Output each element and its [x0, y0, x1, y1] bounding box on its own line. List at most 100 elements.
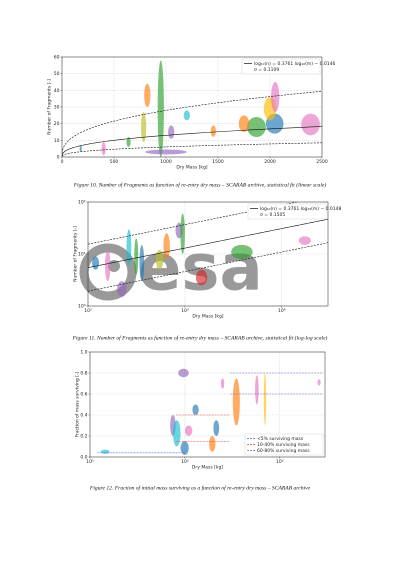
legend-label: 10-40% surviving mass [257, 442, 310, 448]
bubble [126, 229, 132, 266]
plot-area [88, 202, 328, 297]
bubble [247, 117, 266, 137]
y-axis-label: Number of Fragments [-] [47, 79, 53, 135]
legend-label: <5% surviving mass [257, 436, 304, 442]
legend-box [247, 203, 327, 220]
bubble [192, 404, 199, 415]
bubble [134, 238, 139, 275]
bubble [183, 110, 190, 121]
x-axis-label: Dry Mass [kg] [192, 465, 223, 471]
y-tick-label: 0.2 [80, 434, 87, 440]
y-tick-label: 10² [78, 200, 86, 206]
x-tick-label: 10⁴ [278, 308, 286, 314]
bubble [184, 425, 193, 436]
y-tick-label: 40 [54, 88, 60, 94]
figure-caption: Figure 10. Number of Fragments as functi… [73, 181, 327, 188]
x-tick-label: 10³ [181, 308, 189, 314]
chart: 0 500 1000 1500 2000 2500 0 10 20 30 40 50 60 Dry Mas… [47, 55, 336, 189]
bubble [139, 244, 145, 282]
x-tick-label: 500 [110, 159, 119, 165]
figure-caption: Figure 12. Fraction of initial mass surv… [89, 484, 311, 491]
bubble [231, 244, 253, 260]
y-tick-label: 0.4 [80, 413, 87, 419]
legend-label: 60-80% surviving mass [257, 448, 310, 454]
bubble [195, 269, 208, 286]
bubble [141, 112, 147, 142]
plot-area [97, 368, 323, 455]
bubble [298, 236, 311, 245]
fit-line [62, 90, 322, 154]
bubble [178, 368, 189, 378]
fit-line [62, 126, 322, 156]
bubble [145, 149, 187, 155]
fit-line [88, 202, 299, 245]
bubble [157, 60, 164, 157]
y-tick-label: 0.6 [80, 392, 87, 398]
x-axis-label: Dry Mass [kg] [176, 165, 207, 171]
bubble [238, 115, 250, 132]
plot-frame [87, 201, 329, 307]
y-tick-label: 10¹ [78, 252, 86, 258]
figure-caption: Figure 11. Number of Fragments as functi… [72, 334, 328, 341]
legend-box [244, 433, 324, 456]
bubble [180, 441, 189, 455]
bubble [163, 233, 170, 260]
bubble [255, 375, 259, 405]
y-tick-label: 50 [54, 71, 60, 77]
bubble [126, 137, 131, 147]
bubble [209, 436, 216, 452]
plot-frame [89, 351, 326, 458]
x-tick-label: 1000 [160, 159, 172, 165]
fit-line [88, 218, 328, 268]
bubble [155, 249, 164, 270]
x-tick-label: 10² [181, 459, 189, 465]
watermark: esa [138, 232, 263, 306]
x-tick-label: 10¹ [86, 459, 94, 465]
legend-box [241, 58, 321, 75]
bubble [105, 249, 111, 282]
chart: 10¹ 10² 10³ 0.0 0.2 0.4 0.6 0.8 1.0 Dry Mass [kg]… [75, 350, 326, 491]
legend-label: log₁₀(n) = 0.3761 log₁₀(m) − 0.0148 [260, 206, 342, 212]
plot-area [62, 60, 322, 157]
bubble [271, 82, 280, 112]
x-tick-label: 2000 [264, 159, 276, 165]
bubble [220, 378, 225, 389]
chart: 10² 10³ 10⁴ 10⁰ 10¹ 10² esa Dry Mass [kg] Number… [72, 200, 342, 342]
fit-line [88, 242, 328, 292]
x-tick-label: 1500 [212, 159, 224, 165]
bubble [100, 449, 110, 454]
bubble [117, 281, 127, 297]
bubble [168, 125, 175, 139]
watermark-logo [79, 243, 137, 301]
y-tick-label: 0 [57, 155, 60, 161]
bubble [213, 420, 220, 436]
plot-frame [61, 56, 323, 158]
bubble [317, 379, 321, 386]
y-tick-label: 30 [54, 105, 60, 111]
legend-label: σ = 0.1505 [260, 212, 285, 218]
bubble [232, 378, 240, 426]
fit-line [62, 142, 322, 157]
y-axis-label: Fraction of mass surviving [-] [75, 371, 81, 437]
y-axis-label: Number of Fragments [-] [73, 226, 79, 282]
x-tick-label: 0 [61, 159, 64, 165]
y-tick-label: 60 [54, 55, 60, 61]
x-tick-label: 2500 [316, 159, 328, 165]
bubble [173, 420, 181, 447]
bubble [92, 256, 100, 270]
y-tick-label: 0.0 [80, 455, 87, 461]
y-tick-label: 1.0 [80, 350, 87, 356]
x-axis-label: Dry Mass [kg] [192, 314, 223, 320]
y-tick-label: 10⁰ [78, 304, 86, 310]
y-tick-label: 0.8 [80, 371, 87, 377]
legend-label: σ = 0.1109 [254, 67, 279, 73]
bubble [79, 145, 82, 153]
x-tick-label: 10² [84, 308, 92, 314]
bubble [144, 83, 151, 108]
bubble [101, 142, 106, 156]
bubble [301, 113, 320, 136]
legend-label: log₁₀(n) = 0.3761 log₁₀(m) − 0.0146 [254, 61, 336, 67]
y-tick-label: 20 [54, 121, 60, 127]
